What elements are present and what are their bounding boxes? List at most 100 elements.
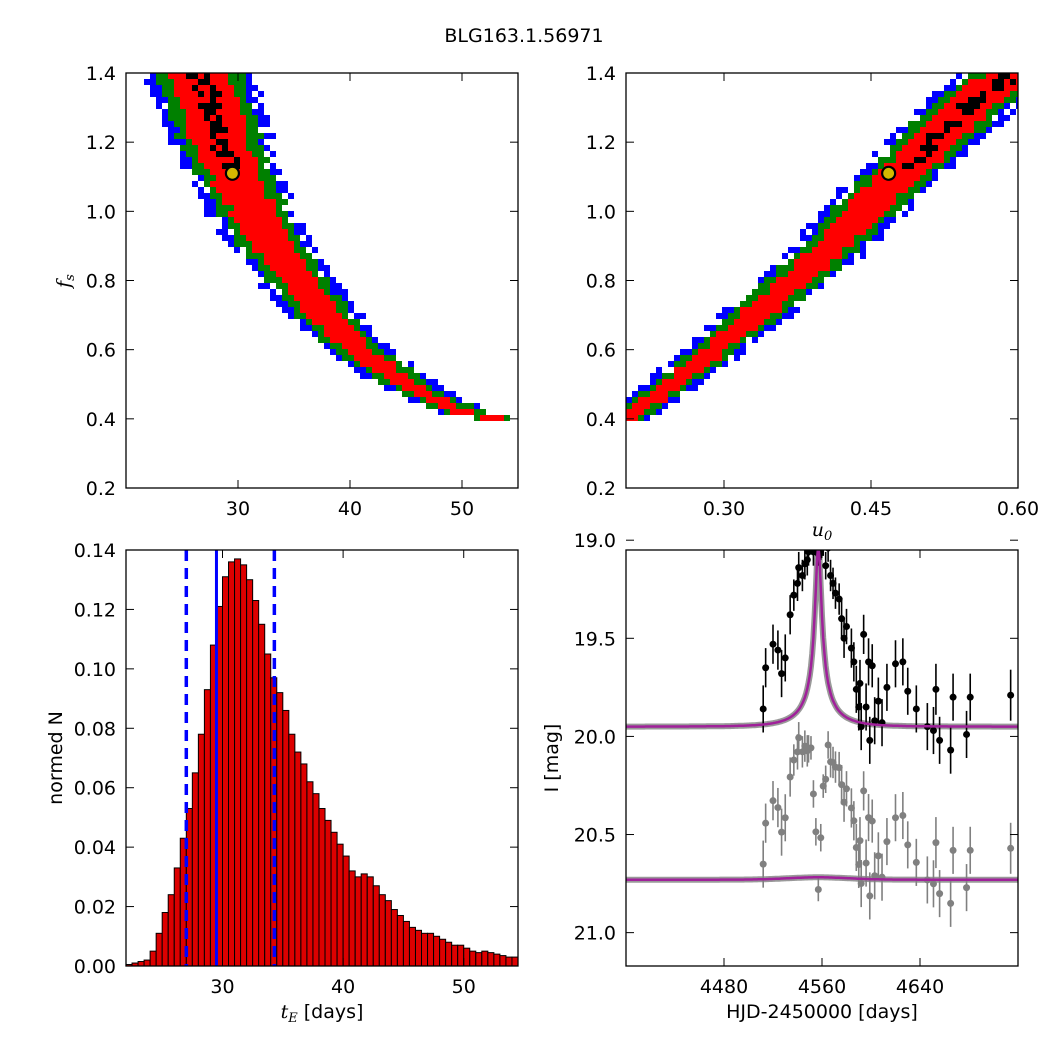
sigma2-cell — [336, 343, 342, 349]
best-cell — [228, 151, 234, 157]
sigma1-cell — [824, 247, 830, 253]
sigma2-cell — [168, 109, 174, 115]
residual-point — [966, 846, 974, 854]
sigma1-cell — [348, 331, 354, 337]
sigma1-cell — [372, 367, 378, 373]
sigma3-cell — [908, 205, 914, 211]
sigma3-cell — [656, 367, 662, 373]
sigma3-cell — [186, 157, 192, 163]
sigma3-cell — [758, 277, 764, 283]
histogram-bar — [590, 964, 596, 966]
sigma3-cell — [764, 271, 770, 277]
histogram-bar — [524, 959, 530, 966]
sigma3-cell — [926, 97, 932, 103]
sigma2-cell — [722, 349, 728, 355]
sigma1-cell — [722, 331, 728, 337]
sigma1-cell — [180, 103, 186, 109]
sigma1-cell — [626, 409, 632, 415]
sigma1-cell — [282, 259, 288, 265]
sigma1-cell — [770, 295, 776, 301]
sigma1-cell — [294, 253, 300, 259]
sigma3-cell — [276, 169, 282, 175]
sigma2-cell — [210, 175, 216, 181]
sigma3-cell — [360, 313, 366, 319]
sigma1-cell — [222, 73, 228, 79]
sigma1-cell — [330, 331, 336, 337]
sigma3-cell — [644, 385, 650, 391]
sigma1-cell — [872, 217, 878, 223]
sigma3-cell — [830, 199, 836, 205]
sigma3-cell — [180, 163, 186, 169]
sigma1-cell — [270, 211, 276, 217]
sigma1-cell — [662, 397, 668, 403]
sigma1-cell — [938, 115, 944, 121]
sigma1-cell — [974, 91, 980, 97]
sigma1-cell — [728, 337, 734, 343]
sigma3-cell — [860, 169, 866, 175]
sigma3-cell — [626, 397, 632, 403]
sigma3-cell — [824, 211, 830, 217]
sigma3-cell — [258, 271, 264, 277]
sigma1-cell — [216, 163, 222, 169]
sigma2-cell — [312, 271, 318, 277]
y-tick-label: 0.6 — [86, 340, 116, 362]
sigma2-cell — [854, 235, 860, 241]
sigma2-cell — [800, 295, 806, 301]
sigma1-cell — [770, 301, 776, 307]
sigma1-cell — [896, 181, 902, 187]
sigma1-cell — [222, 79, 228, 85]
sigma2-cell — [324, 337, 330, 343]
sigma3-cell — [656, 409, 662, 415]
sigma1-cell — [848, 241, 854, 247]
sigma1-cell — [830, 229, 836, 235]
sigma3-cell — [270, 169, 276, 175]
sigma3-cell — [722, 313, 728, 319]
sigma3-cell — [734, 355, 740, 361]
sigma1-cell — [902, 151, 908, 157]
sigma1-cell — [264, 247, 270, 253]
sigma2-cell — [902, 133, 908, 139]
sigma1-cell — [198, 157, 204, 163]
sigma2-cell — [396, 361, 402, 367]
sigma2-cell — [324, 277, 330, 283]
sigma2-cell — [926, 169, 932, 175]
residual-point — [866, 892, 874, 900]
sigma1-cell — [306, 289, 312, 295]
sigma1-cell — [908, 181, 914, 187]
histogram-bar — [390, 909, 398, 966]
sigma2-cell — [866, 229, 872, 235]
sigma3-cell — [192, 181, 198, 187]
sigma2-cell — [258, 163, 264, 169]
sigma2-cell — [650, 403, 656, 409]
sigma2-cell — [276, 205, 282, 211]
sigma3-cell — [204, 205, 210, 211]
sigma2-cell — [848, 193, 854, 199]
sigma1-cell — [246, 211, 252, 217]
sigma1-cell — [240, 205, 246, 211]
sigma3-cell — [698, 379, 704, 385]
sigma1-cell — [872, 181, 878, 187]
sigma1-cell — [234, 151, 240, 157]
sigma1-cell — [306, 295, 312, 301]
sigma2-cell — [336, 295, 342, 301]
sigma3-cell — [378, 343, 384, 349]
sigma1-cell — [246, 205, 252, 211]
y-tick-label: 0.10 — [74, 659, 116, 681]
best-cell — [926, 133, 932, 139]
sigma3-cell — [920, 187, 926, 193]
sigma1-cell — [776, 289, 782, 295]
sigma2-cell — [782, 265, 788, 271]
sigma2-cell — [812, 283, 818, 289]
sigma1-cell — [824, 265, 830, 271]
residual-point — [812, 828, 820, 836]
sigma2-cell — [168, 97, 174, 103]
sigma2-cell — [806, 247, 812, 253]
x-tick-label: 0.60 — [997, 498, 1039, 520]
sigma1-cell — [174, 91, 180, 97]
sigma2-cell — [264, 181, 270, 187]
sigma2-cell — [872, 229, 878, 235]
sigma2-cell — [914, 127, 920, 133]
histogram-bar — [614, 965, 620, 966]
sigma3-cell — [258, 103, 264, 109]
sigma1-cell — [198, 133, 204, 139]
